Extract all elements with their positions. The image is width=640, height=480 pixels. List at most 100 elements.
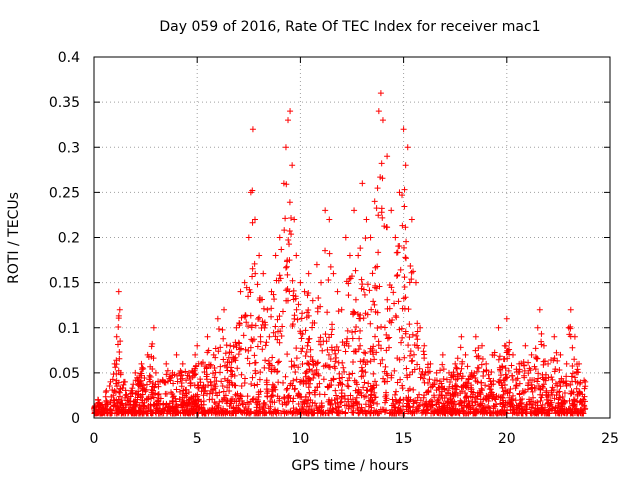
data-point: [288, 358, 295, 365]
data-point: [429, 398, 436, 405]
data-point: [406, 321, 413, 328]
data-point: [262, 321, 269, 328]
data-point: [227, 400, 234, 407]
data-point: [399, 222, 406, 229]
data-point: [327, 355, 334, 362]
data-point-peak: [359, 180, 366, 187]
data-point: [421, 355, 428, 362]
data-point: [112, 389, 119, 396]
data-point: [164, 367, 171, 374]
data-point: [487, 378, 494, 385]
data-point: [438, 380, 445, 387]
data-point: [386, 334, 393, 341]
data-point: [328, 408, 335, 415]
data-point: [197, 376, 204, 383]
data-point-peak: [268, 288, 275, 295]
data-point: [462, 395, 469, 402]
data-point: [408, 269, 415, 276]
data-point: [305, 384, 312, 391]
data-point: [155, 383, 162, 390]
data-point: [382, 399, 389, 406]
data-point: [247, 312, 254, 319]
data-point-peak: [417, 324, 424, 331]
data-point: [345, 292, 352, 299]
data-point: [266, 362, 273, 369]
data-point: [113, 357, 120, 364]
data-point: [331, 347, 338, 354]
data-point: [214, 410, 221, 417]
data-point: [312, 360, 319, 367]
data-point-peak: [334, 288, 341, 295]
data-point: [357, 327, 364, 334]
x-tick-label: 10: [291, 431, 309, 447]
data-point: [316, 338, 323, 345]
data-point: [117, 385, 124, 392]
data-point: [293, 355, 300, 362]
data-point: [359, 281, 366, 288]
data-points: [91, 90, 589, 417]
data-point: [309, 324, 316, 331]
data-point: [424, 379, 431, 386]
data-point: [298, 378, 305, 385]
data-point: [155, 390, 162, 397]
data-point: [103, 399, 110, 406]
data-point: [270, 366, 277, 373]
data-point: [169, 391, 176, 398]
data-point: [525, 359, 532, 366]
data-point: [262, 342, 269, 349]
data-point: [557, 394, 564, 401]
data-point-peak: [503, 315, 510, 322]
data-point: [403, 238, 410, 245]
data-point-peak: [446, 369, 453, 376]
data-point: [240, 332, 247, 339]
data-point-peak: [113, 333, 120, 340]
data-point-peak: [179, 360, 186, 367]
data-point-peak: [318, 279, 325, 286]
data-point: [293, 376, 300, 383]
data-point: [299, 310, 306, 317]
data-point: [375, 342, 382, 349]
data-point: [416, 365, 423, 372]
data-point: [307, 346, 314, 353]
data-point: [200, 382, 207, 389]
data-point: [203, 376, 210, 383]
data-point: [162, 379, 169, 386]
data-point: [270, 329, 277, 336]
data-point: [389, 396, 396, 403]
data-point: [239, 409, 246, 416]
data-point: [92, 410, 99, 417]
data-point: [352, 328, 359, 335]
data-point: [513, 382, 520, 389]
data-point: [414, 361, 421, 368]
axis-ticks: 0 5 10 15 20 25 0 0.05 0.1 0.15 0.2 0.25 0.3 0.35 0.4: [49, 50, 619, 447]
data-point: [302, 353, 309, 360]
data-point: [537, 397, 544, 404]
data-point-peak: [495, 324, 502, 331]
data-point: [566, 397, 573, 404]
data-point: [469, 398, 476, 405]
data-point: [392, 404, 399, 411]
data-point: [268, 313, 275, 320]
data-point: [281, 399, 288, 406]
data-point: [433, 401, 440, 408]
data-point-peak: [157, 378, 164, 385]
data-point: [394, 379, 401, 386]
data-point: [173, 386, 180, 393]
data-point: [212, 345, 219, 352]
data-point: [284, 351, 291, 358]
data-point-peak: [330, 270, 337, 277]
data-point: [222, 350, 229, 357]
data-point: [180, 401, 187, 408]
data-point: [219, 326, 226, 333]
data-point: [264, 388, 271, 395]
data-point: [535, 375, 542, 382]
data-point: [291, 312, 298, 319]
data-point: [114, 383, 121, 390]
data-point: [569, 402, 576, 409]
data-point: [390, 400, 397, 407]
data-point-peak: [297, 279, 304, 286]
data-point: [254, 396, 261, 403]
data-point: [178, 380, 185, 387]
data-point: [559, 379, 566, 386]
data-point: [482, 382, 489, 389]
